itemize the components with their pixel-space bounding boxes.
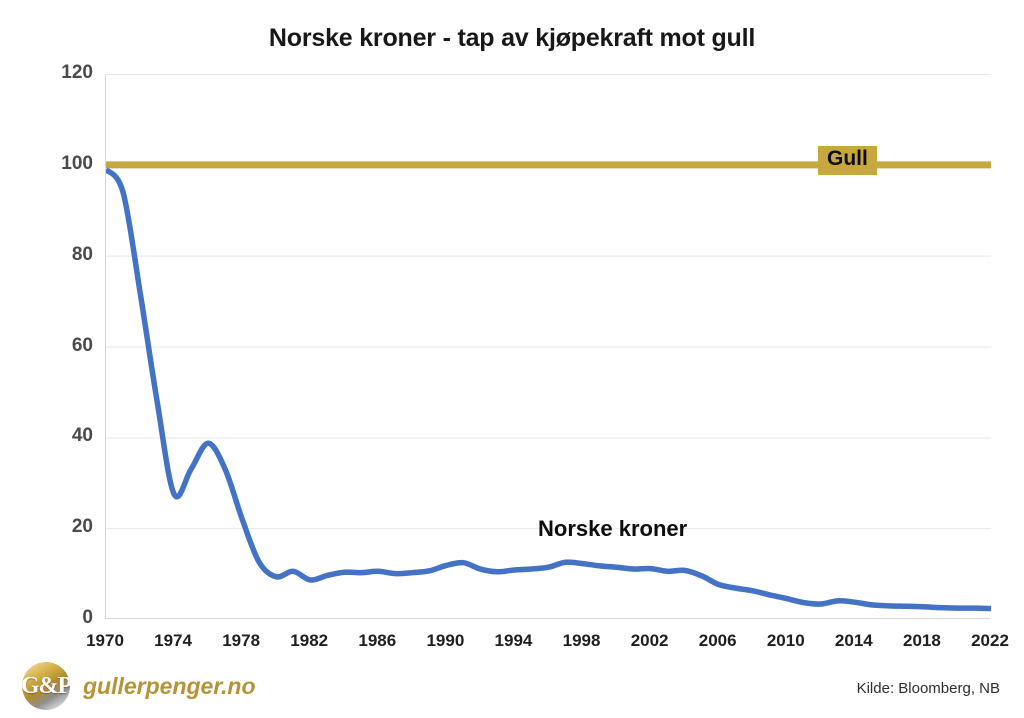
x-tick-label: 1978 (222, 631, 261, 650)
x-tick-label: 1986 (358, 631, 397, 650)
logo-monogram: G&P (22, 673, 70, 699)
x-tick-label: 1990 (426, 631, 465, 650)
brand-name: gullerpenger.no (83, 672, 256, 699)
x-tick-label: 2010 (766, 631, 805, 650)
series-label-norske-kroner: Norske kroner (538, 516, 688, 541)
x-tick-label: 1974 (154, 631, 192, 650)
x-tick-label: 1970 (86, 631, 124, 650)
y-tick-label: 0 (82, 607, 93, 628)
x-tick-label: 2006 (698, 631, 737, 650)
gullerpenger-logo-icon: G&P (22, 662, 70, 710)
series-line-norske-kroner (106, 167, 991, 612)
x-tick-label: 1998 (562, 631, 601, 650)
y-tick-label: 60 (71, 334, 93, 356)
brand-logo-block: G&P gullerpenger.no (22, 662, 256, 710)
x-tick-label: 2002 (630, 631, 669, 650)
y-tick-label: 120 (61, 62, 93, 83)
footer-divider (0, 654, 1024, 655)
y-tick-label: 40 (71, 425, 93, 447)
source-note: Kilde: Bloomberg, NB (856, 680, 1000, 697)
series-label-gull: Gull (818, 146, 877, 175)
chart-title: Norske kroner - tap av kjøpekraft mot gu… (268, 24, 756, 52)
x-tick-label: 1982 (290, 631, 329, 650)
x-tick-label: 2022 (971, 631, 1009, 650)
x-tick-label: 1994 (494, 631, 533, 650)
y-tick-label: 80 (71, 243, 93, 265)
x-tick-label: 2014 (834, 631, 873, 650)
y-tick-label: 20 (71, 516, 93, 538)
y-tick-label: 100 (61, 152, 93, 174)
gridlines-group (106, 74, 991, 530)
x-tick-label: 2018 (903, 631, 941, 650)
